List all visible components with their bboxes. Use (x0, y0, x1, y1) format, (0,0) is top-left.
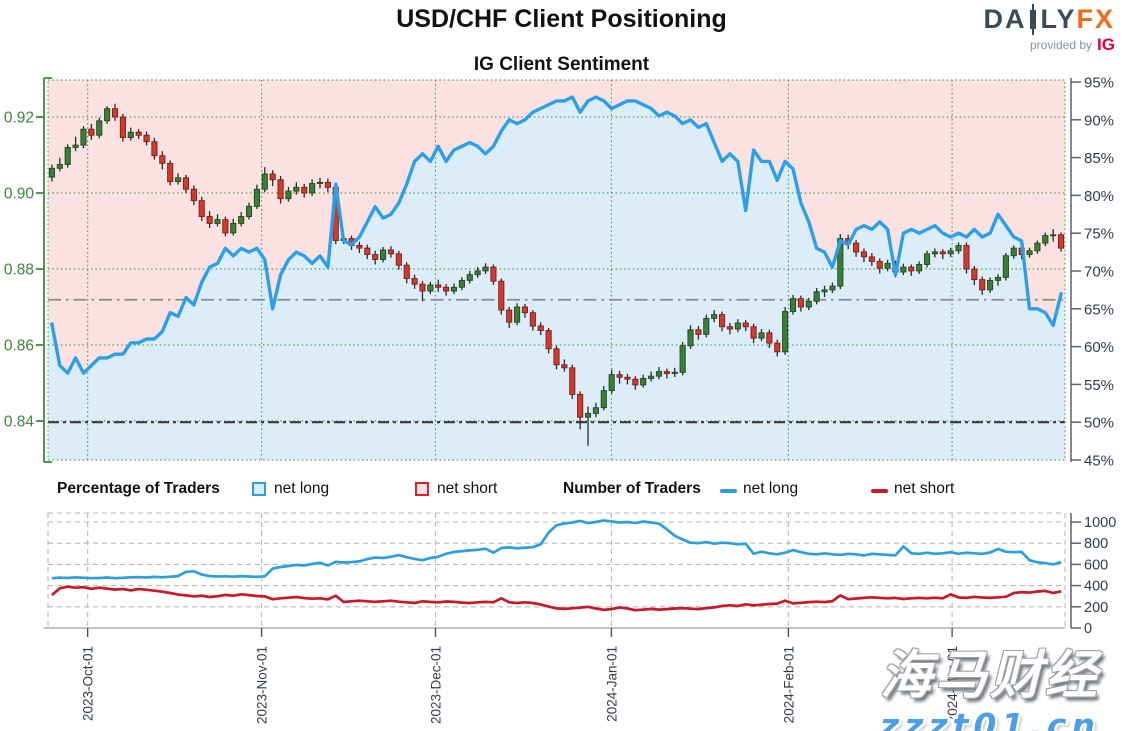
net-short-line-icon (871, 489, 888, 493)
svg-text:0.86: 0.86 (4, 338, 34, 355)
svg-text:0.92: 0.92 (4, 110, 34, 127)
logo-provided-by: provided by IG (983, 36, 1115, 53)
chart-legend: Percentage of Traders net long net short… (0, 478, 1123, 506)
legend-number-net-short: net short (894, 480, 955, 497)
svg-text:0.88: 0.88 (4, 262, 34, 279)
ig-logo: IG (1097, 35, 1115, 54)
net-long-square-icon (252, 482, 266, 496)
svg-text:60%: 60% (1084, 339, 1114, 356)
svg-text:400: 400 (1084, 579, 1108, 595)
svg-text:45%: 45% (1084, 453, 1114, 470)
svg-text:75%: 75% (1084, 226, 1114, 243)
svg-text:50%: 50% (1084, 415, 1114, 432)
svg-text:2023-Oct-01: 2023-Oct-01 (81, 646, 96, 721)
legend-number-net-long: net long (743, 480, 799, 497)
svg-text:85%: 85% (1084, 150, 1114, 167)
svg-text:0.90: 0.90 (4, 186, 35, 203)
svg-text:2024-Jan-01: 2024-Jan-01 (604, 646, 619, 722)
legend-number-title: Number of Traders (563, 480, 701, 497)
logo-text-ly: LY (1040, 4, 1077, 34)
svg-text:0: 0 (1084, 621, 1092, 637)
svg-text:0.84: 0.84 (4, 414, 35, 431)
legend-percent-title: Percentage of Traders (57, 480, 220, 497)
svg-text:55%: 55% (1084, 377, 1114, 394)
svg-text:2024-Feb-01: 2024-Feb-01 (781, 646, 796, 723)
page-title: USD/CHF Client Positioning (396, 5, 727, 33)
svg-text:1000: 1000 (1084, 515, 1116, 531)
candlestick-icon (1030, 4, 1037, 35)
svg-text:95%: 95% (1084, 75, 1114, 92)
watermark-cjk-text: 海马财经 (879, 646, 1100, 706)
logo-text-fx: FX (1076, 4, 1115, 34)
svg-text:80%: 80% (1084, 188, 1114, 205)
svg-text:90%: 90% (1084, 112, 1114, 129)
legend-percent-net-long: net long (274, 480, 330, 497)
svg-text:600: 600 (1084, 557, 1108, 573)
provided-by-label: provided by (1030, 37, 1093, 52)
svg-text:65%: 65% (1084, 301, 1114, 318)
svg-text:200: 200 (1084, 600, 1108, 616)
svg-text:2023-Dec-01: 2023-Dec-01 (429, 646, 444, 724)
dailyfx-logo-wordmark: DA LY FX (983, 4, 1115, 35)
net-short-square-icon (415, 482, 429, 496)
chart-subtitle: IG Client Sentiment (473, 54, 650, 75)
net-long-line-icon (720, 489, 737, 493)
svg-text:800: 800 (1084, 536, 1108, 552)
svg-text:70%: 70% (1084, 264, 1114, 281)
watermark-url-text: zzzt01.cn (880, 706, 1100, 731)
svg-text:2024-Mar-01: 2024-Mar-01 (945, 646, 960, 723)
dailyfx-logo: DA LY FX provided by IG (983, 4, 1115, 53)
logo-text-da: DA (983, 4, 1027, 34)
watermark: 海马财经 zzzt01.cn (857, 633, 1123, 731)
legend-percent-net-short: net short (437, 480, 498, 497)
svg-text:2023-Nov-01: 2023-Nov-01 (255, 646, 270, 724)
